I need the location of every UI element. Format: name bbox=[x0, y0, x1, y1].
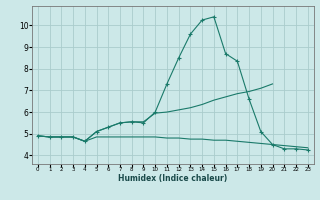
X-axis label: Humidex (Indice chaleur): Humidex (Indice chaleur) bbox=[118, 174, 228, 183]
